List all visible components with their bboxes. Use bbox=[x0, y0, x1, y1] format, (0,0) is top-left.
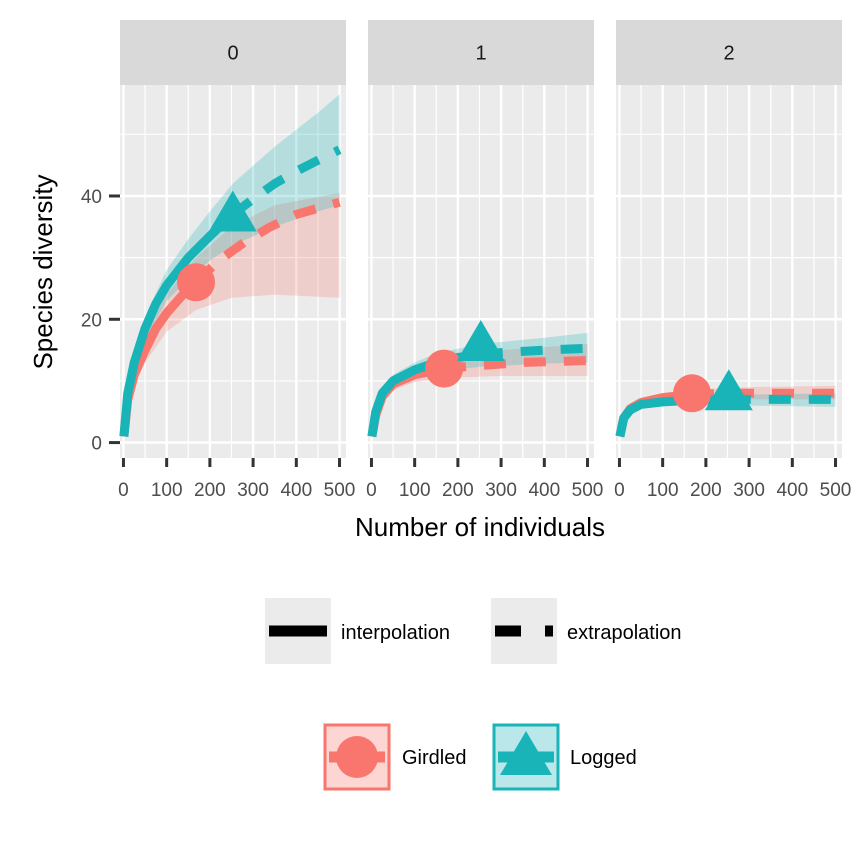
observed-point-girdled bbox=[177, 263, 216, 302]
facet-strip bbox=[616, 20, 842, 85]
observed-point-logged bbox=[208, 190, 257, 232]
observed-point-girdled bbox=[425, 349, 464, 388]
facet-strip-label: 1 bbox=[475, 43, 486, 65]
confidence-band-logged bbox=[123, 94, 340, 437]
x-tick-label: 200 bbox=[194, 480, 226, 501]
extrapolation-line-girdled bbox=[192, 197, 341, 286]
facet-panel-0: 0 0 100 200 300 400 500 bbox=[118, 20, 355, 501]
panel-background bbox=[368, 85, 594, 458]
legend-key-logged-marker bbox=[500, 731, 552, 775]
observed-point-logged bbox=[456, 319, 505, 361]
legend-label-interpolation: interpolation bbox=[341, 622, 450, 644]
confidence-band-girdled bbox=[123, 192, 340, 437]
x-tick-label: 0 bbox=[366, 480, 377, 501]
x-tick-label: 500 bbox=[324, 480, 356, 501]
legend-label-girdled: Girdled bbox=[402, 747, 466, 769]
x-tick-label: 200 bbox=[442, 480, 474, 501]
x-tick-label: 400 bbox=[280, 480, 312, 501]
x-axis-title: Number of individuals bbox=[355, 512, 605, 542]
interpolation-line-logged bbox=[119, 211, 236, 437]
x-tick-label: 100 bbox=[647, 480, 679, 501]
facet-strip-label: 0 bbox=[227, 43, 238, 65]
x-tick-label: 500 bbox=[572, 480, 604, 501]
observed-point-girdled bbox=[673, 374, 712, 413]
observed-point-logged bbox=[704, 369, 753, 411]
x-tick-label: 100 bbox=[399, 480, 431, 501]
legend-label-extrapolation: extrapolation bbox=[567, 622, 682, 644]
y-axis-title: Species diversity bbox=[28, 174, 58, 369]
panel-background bbox=[120, 85, 346, 458]
facet-strip bbox=[120, 20, 346, 85]
x-tick-label: 500 bbox=[820, 480, 852, 501]
x-tick-label: 200 bbox=[690, 480, 722, 501]
x-tick-label: 0 bbox=[118, 480, 129, 501]
x-tick-label: 100 bbox=[151, 480, 183, 501]
x-tick-label: 400 bbox=[528, 480, 560, 501]
legend-key-girdled-marker bbox=[336, 736, 378, 778]
facet-panel-2: 2 0 100 200 300 400 500 bbox=[614, 20, 851, 501]
linetype-legend: interpolation extrapolation bbox=[265, 598, 682, 664]
facet-strip bbox=[368, 20, 594, 85]
x-tick-label: 300 bbox=[485, 480, 517, 501]
group-legend: Girdled Logged bbox=[323, 723, 637, 791]
x-tick-label: 400 bbox=[776, 480, 808, 501]
x-tick-label: 0 bbox=[614, 480, 625, 501]
y-tick-label: 0 bbox=[91, 434, 102, 455]
facet-panel-1: 1 0 100 200 300 400 500 bbox=[366, 20, 603, 501]
legend-label-logged: Logged bbox=[570, 747, 637, 769]
y-tick-label: 40 bbox=[81, 187, 102, 208]
extrapolation-line-logged bbox=[230, 145, 342, 219]
y-tick-label: 20 bbox=[81, 310, 102, 331]
facet-strip-label: 2 bbox=[723, 43, 734, 65]
x-tick-label: 300 bbox=[237, 480, 269, 501]
x-tick-label: 300 bbox=[733, 480, 765, 501]
